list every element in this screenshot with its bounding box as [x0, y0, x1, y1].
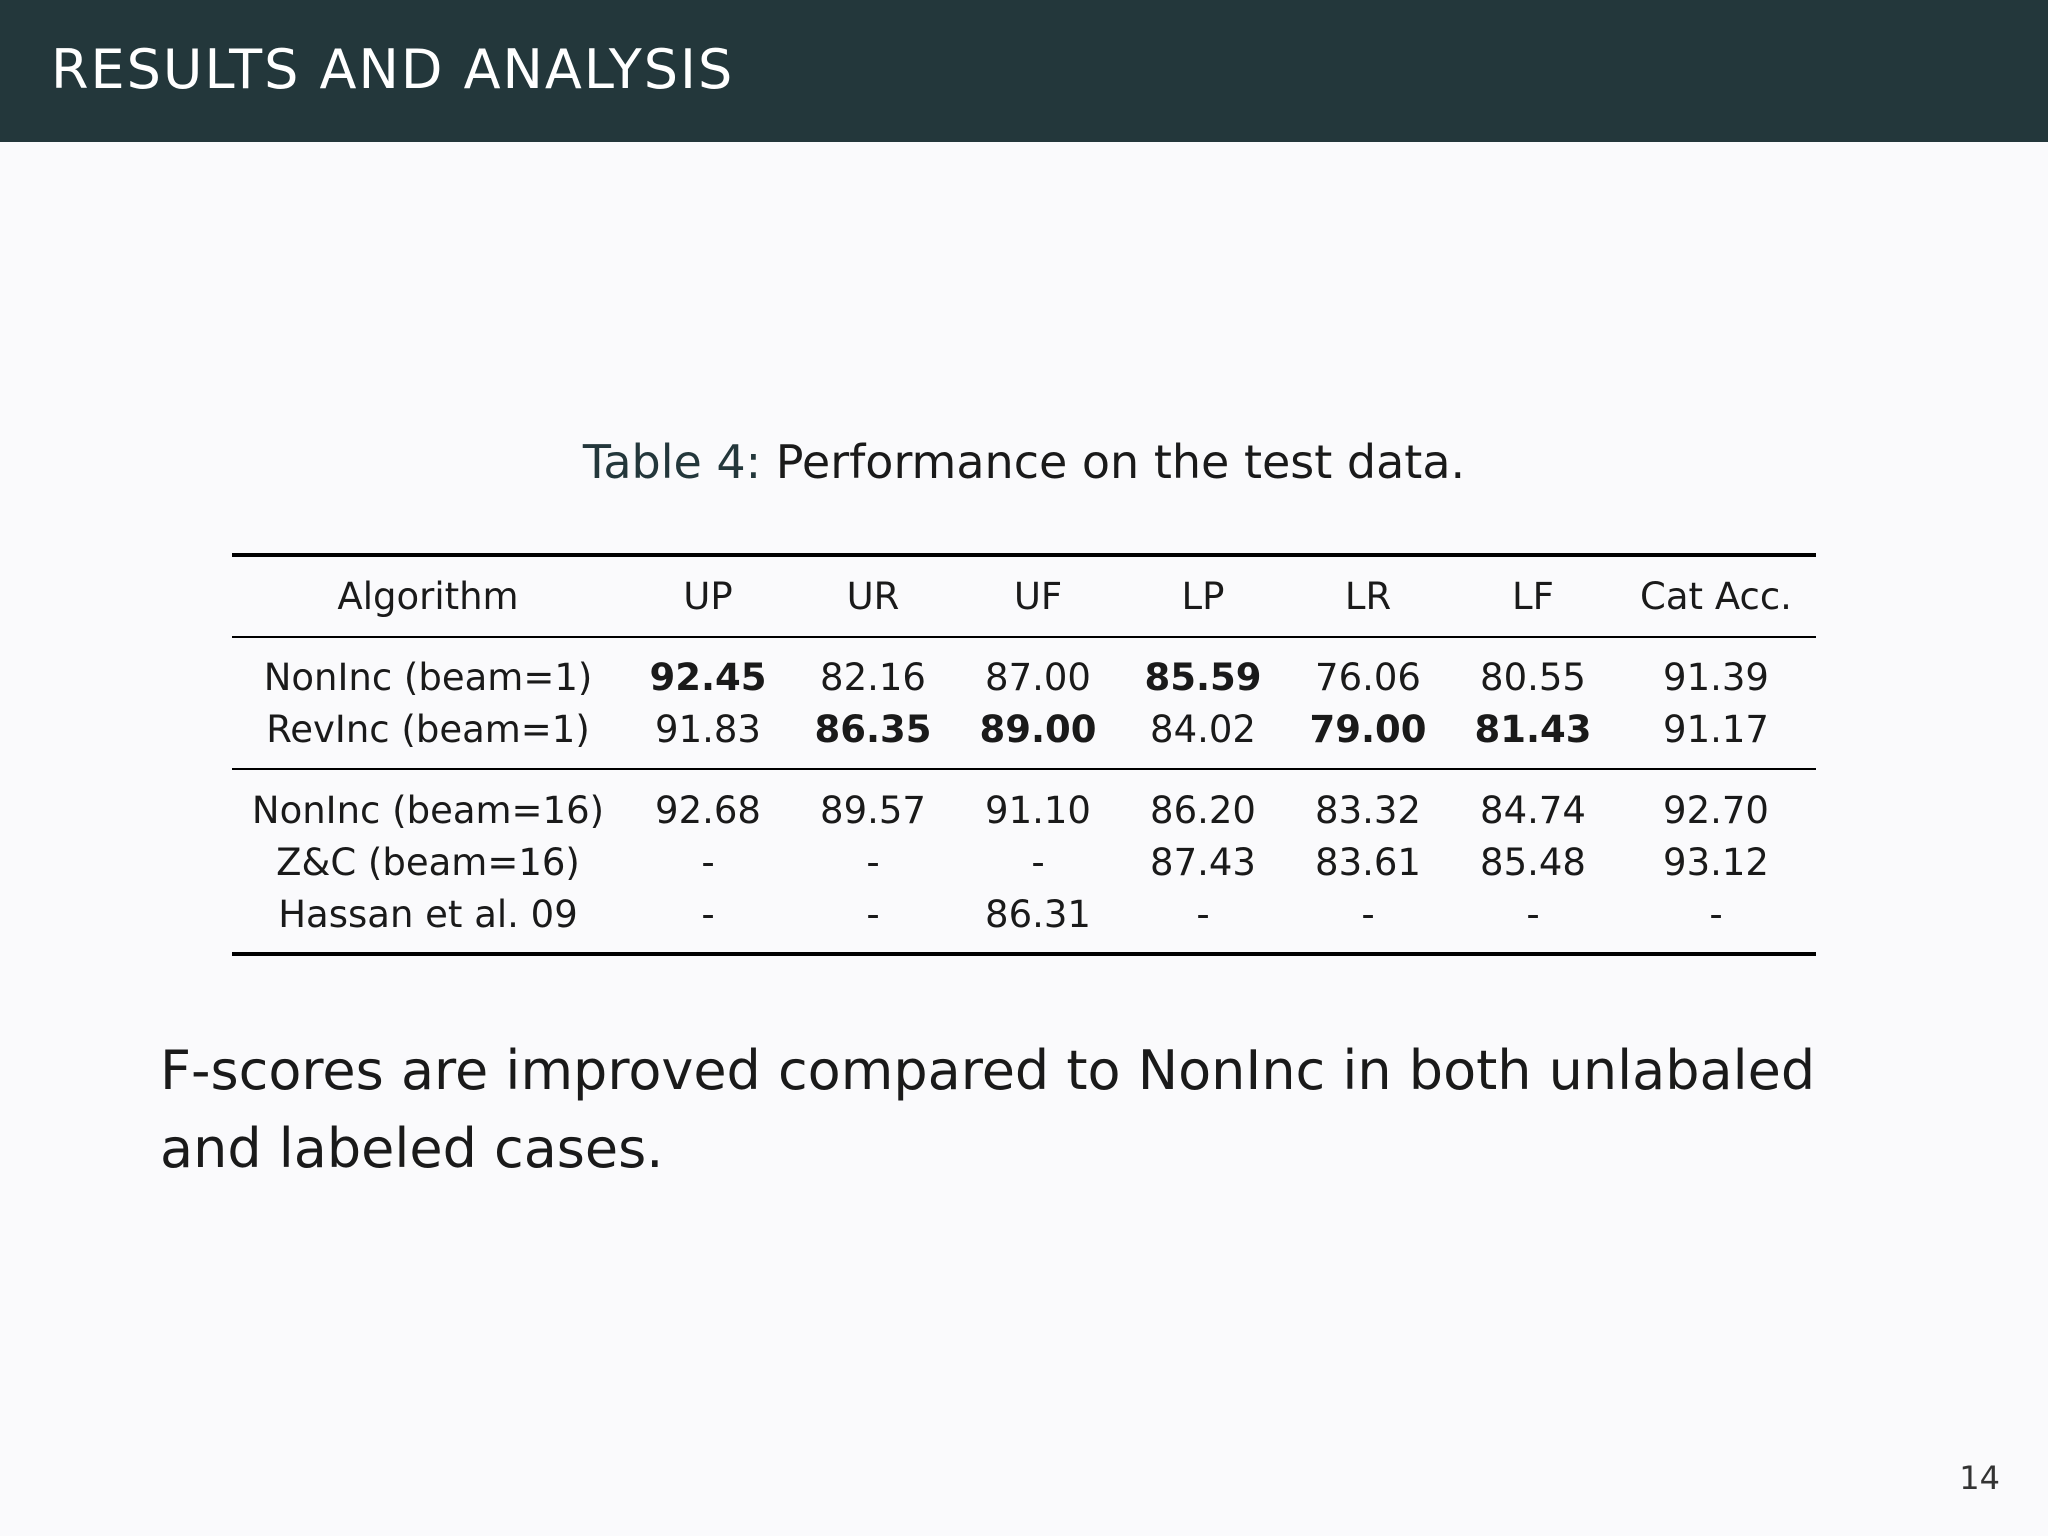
- body-text: F-scores are improved compared to NonInc…: [160, 1039, 1816, 1180]
- table-cell-cat-acc: 91.39: [1663, 656, 1769, 699]
- column-header-ur: UR: [846, 575, 900, 618]
- table-cell-lp: 85.59: [1144, 656, 1262, 699]
- page-number: 14: [1959, 1459, 2000, 1497]
- table-cell-uf: 89.00: [979, 708, 1097, 751]
- table-cell-lr: 83.32: [1315, 789, 1421, 832]
- table-cell-lf: -: [1526, 893, 1540, 936]
- table-cell-ur: -: [866, 841, 880, 884]
- column-header-lr: LR: [1344, 575, 1392, 618]
- table-cell-cat-acc: 91.17: [1663, 708, 1769, 751]
- column-header-lp: LP: [1181, 575, 1225, 618]
- table-cell-cat-acc: -: [1709, 893, 1723, 936]
- table-cell-cat-acc: 92.70: [1663, 789, 1769, 832]
- table-cell-lp: 86.20: [1150, 789, 1256, 832]
- table-cell-up: -: [701, 893, 715, 936]
- column-header-up: UP: [683, 575, 733, 618]
- table-cell-ur: 82.16: [820, 656, 926, 699]
- table-cell-cat-acc: 93.12: [1663, 841, 1769, 884]
- table-cell-uf: -: [1031, 841, 1045, 884]
- table-cell-lf: 81.43: [1474, 708, 1592, 751]
- table-cell-lp: 84.02: [1150, 708, 1256, 751]
- table-cell-ur: -: [866, 893, 880, 936]
- table-cell-ur: 89.57: [820, 789, 926, 832]
- table-cell-algorithm: NonInc (beam=1): [263, 656, 593, 699]
- table-cell-lf: 85.48: [1480, 841, 1586, 884]
- table-cell-uf: 91.10: [985, 789, 1091, 832]
- table-cell-uf: 86.31: [985, 893, 1091, 936]
- table-cell-lf: 80.55: [1480, 656, 1586, 699]
- column-header-algorithm: Algorithm: [337, 575, 519, 618]
- table-bottom-rule: [232, 952, 1816, 956]
- table-cell-lp: -: [1196, 893, 1210, 936]
- table-cell-algorithm: Z&C (beam=16): [276, 841, 580, 884]
- table-cell-ur: 86.35: [814, 708, 932, 751]
- table-caption-label: Table 4:: [582, 435, 762, 489]
- table-cell-lr: 79.00: [1309, 708, 1427, 751]
- table-cell-up: 92.68: [655, 789, 761, 832]
- table-caption-text: Performance on the test data.: [775, 435, 1466, 489]
- table-caption: Table 4: Performance on the test data.: [0, 430, 2048, 494]
- table-cell-lr: -: [1361, 893, 1375, 936]
- table-cell-lf: 84.74: [1480, 789, 1586, 832]
- table-cell-up: 91.83: [655, 708, 761, 751]
- table-top-rule: [232, 553, 1816, 557]
- table-cell-uf: 87.00: [985, 656, 1091, 699]
- column-header-uf: UF: [1013, 575, 1063, 618]
- table-group-rule: [232, 768, 1816, 770]
- table-cell-algorithm: Hassan et al. 09: [278, 893, 578, 936]
- table-cell-lp: 87.43: [1150, 841, 1256, 884]
- table-cell-up: -: [701, 841, 715, 884]
- table-cell-algorithm: RevInc (beam=1): [266, 708, 590, 751]
- table-cell-lr: 76.06: [1315, 656, 1421, 699]
- column-header-cat-acc: Cat Acc.: [1640, 575, 1792, 618]
- slide-title: RESULTS AND ANALYSIS: [51, 38, 735, 101]
- table-header-rule: [232, 636, 1816, 638]
- table-cell-algorithm: NonInc (beam=16): [251, 789, 605, 832]
- slide-header: RESULTS AND ANALYSIS: [0, 0, 2048, 142]
- table-cell-up: 92.45: [649, 656, 767, 699]
- table-cell-lr: 83.61: [1315, 841, 1421, 884]
- column-header-lf: LF: [1512, 575, 1554, 618]
